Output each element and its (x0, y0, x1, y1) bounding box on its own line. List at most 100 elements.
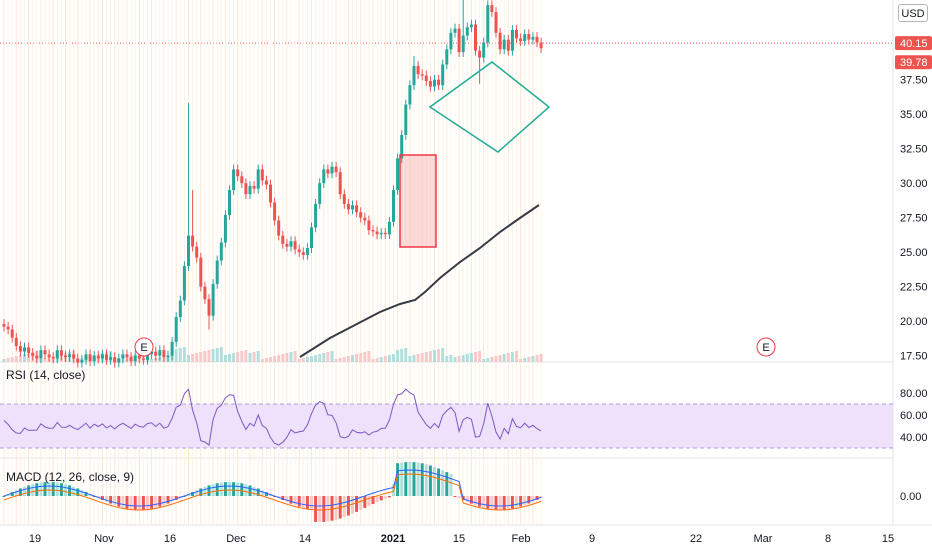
candle-body (269, 184, 272, 203)
rsi-pane (0, 388, 893, 449)
time-tick-label: 15 (453, 533, 465, 545)
candle-body (92, 355, 96, 362)
macd-histogram-bar (27, 485, 31, 496)
candle-body (64, 355, 67, 358)
macd-histogram-bar (506, 496, 510, 510)
volume-bar (236, 352, 240, 362)
volume-bar (441, 348, 445, 362)
volume-bar (150, 359, 154, 362)
candle-body (453, 28, 457, 33)
macd-histogram-bar (535, 496, 539, 500)
price-tick-label: 17.50 (900, 351, 928, 363)
candle-body (109, 357, 113, 360)
candle-body (498, 32, 502, 50)
candle-body (408, 85, 412, 105)
candle-body (424, 75, 428, 82)
candle-body (273, 202, 277, 221)
macd-histogram-bar (334, 496, 338, 520)
macd-histogram-bar (375, 496, 379, 503)
candle-body (100, 354, 104, 359)
macd-histogram-bar (199, 488, 203, 496)
moving-average-line (299, 204, 540, 358)
macd-histogram-bar (121, 496, 125, 508)
volume-bar (523, 358, 527, 362)
currency-button[interactable]: USD (898, 4, 928, 22)
volume-bar (211, 349, 215, 362)
volume-bar (277, 355, 281, 362)
volume-bar (297, 359, 301, 362)
volume-bar (342, 357, 346, 362)
rectangle-drawing (399, 154, 437, 248)
macd-histogram-bar (437, 468, 441, 496)
macd-histogram-bar (539, 496, 543, 498)
time-tick-label: 9 (589, 533, 595, 545)
candle-body (252, 185, 256, 189)
candle-body (23, 347, 26, 352)
candle-body (256, 169, 260, 189)
macd-histogram-bar (449, 474, 453, 496)
candle-body (207, 299, 211, 316)
macd-histogram-bar (428, 465, 432, 496)
candle-body (486, 5, 490, 43)
macd-histogram-bar (100, 496, 104, 500)
volume-bar (428, 351, 432, 362)
earnings-marker (134, 337, 154, 357)
candle-body (515, 30, 518, 39)
candle-body (260, 169, 264, 181)
macd-histogram-bar (195, 490, 199, 496)
candle-body (35, 355, 39, 359)
volume-bar (207, 350, 211, 362)
candle-body (314, 203, 318, 228)
candle-body (293, 241, 297, 250)
candle-body (392, 190, 395, 222)
volume-bar (244, 350, 248, 362)
volume-bar (392, 354, 395, 362)
candle-body (539, 42, 543, 49)
volume-bar (199, 352, 203, 362)
candle-body (174, 317, 178, 342)
candle-body (195, 246, 199, 258)
volume-bar (310, 356, 313, 362)
candle-body (14, 337, 18, 347)
diamond-drawing (428, 61, 551, 153)
candle-body (428, 81, 432, 87)
candle-body (383, 232, 387, 235)
macd-histogram-bar (416, 462, 420, 496)
price-tick-label: 30.00 (900, 178, 928, 190)
macd-label: MACD (12, 26, close, 9) (6, 470, 135, 484)
candle-body (277, 220, 281, 236)
macd-histogram-bar (457, 496, 461, 499)
volume-bar (412, 355, 416, 362)
macd-histogram-bar (494, 496, 498, 510)
volume-bar (379, 357, 383, 362)
candle-body (146, 354, 149, 360)
macd-histogram-bar (137, 496, 141, 510)
candle-body (375, 231, 379, 235)
macd-histogram-bar (228, 482, 231, 496)
time-tick-label: Dec (226, 533, 246, 545)
macd-histogram-bar (301, 496, 305, 508)
price-axis: 17.50 20.00 22.50 25.00 27.50 30.00 32.50 35.00… (895, 6, 932, 503)
time-tick-label: 2021 (381, 533, 405, 545)
volume-bar (457, 356, 461, 362)
price-tick-label: 20.00 (900, 316, 928, 328)
macd-histogram-bar (31, 484, 35, 496)
macd-histogram-bar (326, 496, 330, 522)
candle-body (125, 354, 129, 358)
volume-bar (515, 351, 518, 362)
price-tick-label: 27.50 (900, 213, 928, 225)
candle-body (457, 28, 461, 53)
macd-histogram-bar (174, 496, 178, 500)
volume-bar (6, 358, 10, 362)
macd-histogram-bar (154, 496, 158, 508)
candle-body (433, 79, 436, 87)
macd-histogram-bar (400, 462, 404, 496)
macd-histogram-bar (252, 486, 256, 496)
candle-body (215, 260, 219, 284)
candle-body (396, 158, 400, 191)
volume-bar (461, 355, 465, 362)
candle-body (289, 241, 293, 247)
volume-bar (375, 358, 379, 362)
